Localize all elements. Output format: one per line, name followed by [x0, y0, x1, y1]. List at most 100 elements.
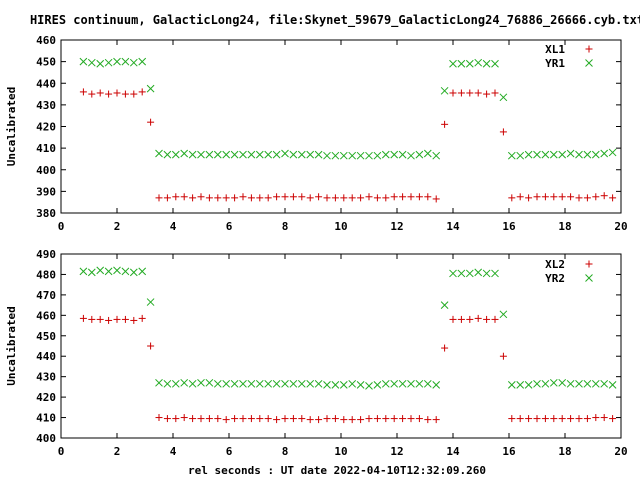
data-point: [591, 150, 600, 159]
x-tick-label: 18: [558, 220, 571, 233]
data-point: [331, 151, 340, 160]
data-point: [466, 89, 474, 97]
data-point: [583, 415, 591, 423]
y-tick-label: 490: [36, 248, 56, 261]
data-point: [465, 59, 474, 68]
y-axis-label: Uncalibrated: [5, 87, 18, 166]
data-point: [415, 379, 424, 388]
data-point: [357, 194, 365, 202]
data-point: [449, 315, 457, 323]
data-point: [205, 378, 214, 387]
data-point: [491, 59, 499, 68]
y-tick-label: 410: [36, 412, 56, 425]
data-point: [188, 150, 197, 159]
data-point: [189, 194, 197, 202]
data-point: [566, 149, 575, 158]
data-point: [525, 194, 533, 202]
y-tick-label: 420: [36, 121, 56, 134]
data-point: [600, 414, 608, 422]
data-point: [381, 150, 390, 159]
data-point: [331, 415, 339, 423]
data-point: [491, 315, 499, 323]
y-axis-label: Uncalibrated: [5, 306, 18, 385]
y-tick-label: 430: [36, 371, 56, 384]
data-point: [491, 89, 499, 97]
data-point: [130, 316, 138, 324]
y-tick-label: 460: [36, 34, 56, 47]
data-point: [432, 416, 440, 424]
data-point: [432, 380, 441, 389]
data-point: [180, 378, 189, 387]
data-point: [138, 314, 146, 322]
data-point: [255, 379, 264, 388]
data-point: [155, 378, 163, 387]
data-point: [483, 90, 491, 98]
data-point: [399, 415, 407, 423]
data-point: [273, 416, 281, 424]
data-point: [533, 415, 541, 423]
data-point: [398, 379, 407, 388]
data-point: [583, 194, 591, 202]
data-point: [256, 415, 264, 423]
data-point: [499, 310, 508, 319]
data-point: [323, 380, 331, 389]
data-point: [407, 151, 415, 160]
data-point: [264, 150, 273, 159]
legend-marker: [585, 260, 593, 268]
data-point: [297, 379, 306, 388]
data-point: [356, 380, 365, 389]
data-point: [482, 269, 491, 278]
data-point: [583, 379, 592, 388]
data-point: [533, 193, 541, 201]
legend-label: YR1: [545, 57, 565, 70]
data-point: [390, 150, 399, 159]
data-point: [172, 415, 180, 423]
data-point: [180, 149, 189, 158]
legend-label: YR2: [545, 272, 565, 285]
data-point: [130, 90, 138, 98]
x-tick-label: 16: [502, 220, 516, 233]
data-point: [121, 315, 129, 323]
data-point: [298, 415, 306, 423]
data-point: [508, 415, 516, 423]
data-point: [609, 415, 617, 423]
data-point: [213, 379, 222, 388]
data-point: [155, 414, 163, 422]
data-point: [222, 416, 230, 424]
x-tick-label: 4: [170, 220, 177, 233]
x-axis-label: rel seconds : UT date 2022-04-10T12:32:0…: [188, 464, 486, 477]
data-point: [264, 415, 272, 423]
data-point: [424, 416, 432, 424]
data-point: [524, 150, 533, 159]
data-point: [264, 194, 272, 202]
data-point: [289, 150, 298, 159]
y-tick-label: 440: [36, 77, 56, 90]
data-point: [423, 149, 432, 158]
data-point: [600, 192, 608, 200]
x-tick-label: 14: [446, 220, 460, 233]
x-tick-label: 6: [226, 220, 233, 233]
data-point: [289, 193, 297, 201]
x-tick-label: 0: [58, 445, 65, 458]
data-point: [398, 150, 407, 159]
data-point: [163, 415, 171, 423]
data-point: [129, 58, 138, 67]
y-tick-label: 450: [36, 56, 56, 69]
data-point: [315, 193, 323, 201]
data-point: [466, 315, 474, 323]
data-point: [231, 415, 239, 423]
data-point: [558, 150, 567, 159]
data-point: [197, 415, 205, 423]
y-tick-label: 460: [36, 309, 56, 322]
data-point: [550, 415, 558, 423]
data-point: [491, 269, 499, 278]
data-point: [365, 415, 373, 423]
data-point: [105, 316, 113, 324]
data-point: [171, 379, 180, 388]
data-point: [365, 151, 373, 160]
data-point: [575, 150, 583, 159]
data-point: [415, 193, 423, 201]
data-point: [147, 118, 155, 126]
data-point: [306, 416, 314, 424]
data-point: [549, 150, 558, 159]
